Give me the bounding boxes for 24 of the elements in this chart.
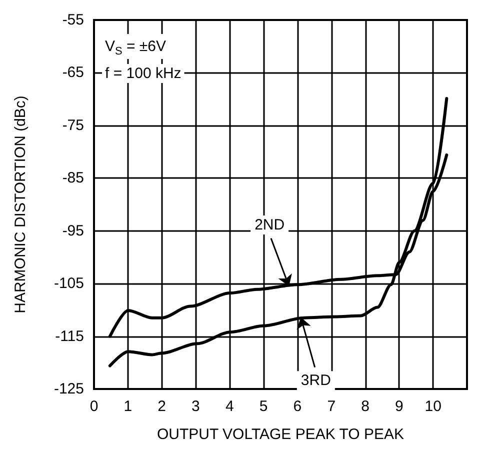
y-tick-label: -55 <box>62 12 84 28</box>
x-tick-label: 6 <box>293 398 302 415</box>
x-tick-label: 0 <box>90 398 98 415</box>
y-axis-title: HARMONIC DISTORTION (dBc) <box>12 96 29 314</box>
annotation: f = 100 kHz <box>105 65 182 82</box>
x-tick-label: 8 <box>361 398 370 415</box>
annotation: 2ND <box>254 216 285 234</box>
annotation: 3RD <box>300 372 332 390</box>
x-tick-label: 1 <box>124 398 132 415</box>
y-tick-label: -125 <box>54 380 84 398</box>
x-axis-title: OUTPUT VOLTAGE PEAK TO PEAK <box>156 426 404 443</box>
y-tick-label: -115 <box>55 328 84 345</box>
y-tick-label: -85 <box>62 170 84 187</box>
x-tick-label: 3 <box>192 398 200 415</box>
y-tick-label: -95 <box>62 222 84 240</box>
x-tick-label: 10 <box>424 398 442 415</box>
x-tick-label: 2 <box>158 398 166 415</box>
x-tick-label: 4 <box>225 398 234 415</box>
y-tick-label: -65 <box>62 64 84 82</box>
y-tick-label: -105 <box>54 275 84 292</box>
x-tick-label: 5 <box>259 398 268 415</box>
x-tick-label: 9 <box>395 398 404 415</box>
y-tick-label: -75 <box>62 116 84 134</box>
x-tick-label: 7 <box>327 398 336 415</box>
